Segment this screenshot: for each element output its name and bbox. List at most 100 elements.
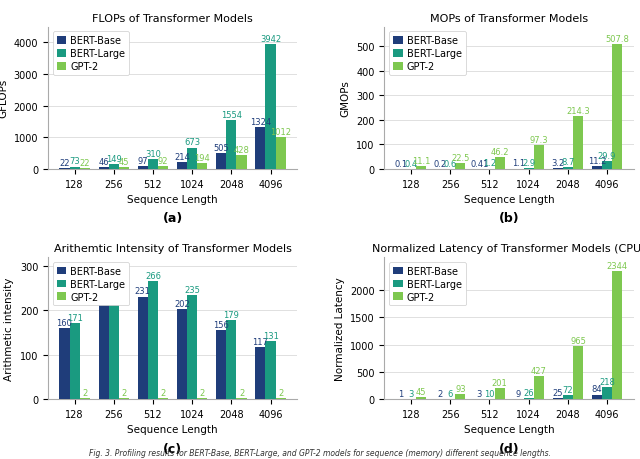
Bar — [255, 128, 266, 169]
Text: 160: 160 — [56, 318, 72, 327]
Text: 505: 505 — [213, 143, 229, 152]
Text: 3942: 3942 — [260, 35, 281, 44]
Bar — [266, 341, 276, 399]
Bar — [237, 398, 246, 399]
Text: 201: 201 — [492, 378, 508, 387]
Text: 26: 26 — [524, 388, 534, 397]
Y-axis label: Normalized Latency: Normalized Latency — [335, 277, 344, 380]
Text: 0.2: 0.2 — [433, 159, 447, 168]
Text: 965: 965 — [570, 336, 586, 346]
Text: 194: 194 — [195, 153, 211, 162]
Bar — [552, 398, 563, 399]
Text: 231: 231 — [135, 287, 151, 296]
Text: 22.5: 22.5 — [451, 154, 470, 163]
Text: 2.9: 2.9 — [522, 159, 535, 168]
Text: 73: 73 — [69, 157, 80, 166]
Text: 235: 235 — [184, 285, 200, 294]
Text: 6: 6 — [447, 389, 453, 398]
Text: (c): (c) — [163, 442, 182, 455]
Bar — [109, 293, 119, 399]
Text: 10: 10 — [484, 389, 495, 397]
Title: Normalized Latency of Transformer Models (CPU): Normalized Latency of Transformer Models… — [372, 244, 640, 254]
Bar — [148, 160, 158, 169]
Title: FLOPs of Transformer Models: FLOPs of Transformer Models — [92, 14, 253, 24]
Text: 202: 202 — [174, 300, 190, 308]
Bar — [455, 164, 465, 169]
Bar — [416, 397, 426, 399]
Bar — [266, 45, 276, 169]
Title: MOPs of Transformer Models: MOPs of Transformer Models — [430, 14, 588, 24]
Bar — [177, 162, 187, 169]
Bar — [197, 163, 207, 169]
Text: 214.3: 214.3 — [566, 107, 590, 116]
Text: 22: 22 — [79, 159, 90, 168]
Bar — [216, 153, 227, 169]
Y-axis label: GFLOPs: GFLOPs — [0, 79, 8, 118]
Text: 22: 22 — [59, 159, 70, 168]
Legend: BERT-Base, BERT-Large, GPT-2: BERT-Base, BERT-Large, GPT-2 — [389, 33, 466, 76]
Bar — [563, 395, 573, 399]
Text: 2: 2 — [437, 389, 443, 398]
Text: 1012: 1012 — [270, 128, 291, 136]
Text: 45: 45 — [119, 158, 129, 167]
Legend: BERT-Base, BERT-Large, GPT-2: BERT-Base, BERT-Large, GPT-2 — [53, 262, 129, 306]
Text: 1324: 1324 — [250, 118, 271, 127]
Legend: BERT-Base, BERT-Large, GPT-2: BERT-Base, BERT-Large, GPT-2 — [53, 33, 129, 76]
Bar — [552, 168, 563, 169]
Text: 0.41: 0.41 — [470, 159, 488, 168]
Bar — [255, 347, 266, 399]
Title: Arithemtic Intensity of Transformer Models: Arithemtic Intensity of Transformer Mode… — [54, 244, 292, 254]
Text: 2: 2 — [161, 388, 166, 397]
Text: 2: 2 — [239, 388, 244, 397]
Text: 179: 179 — [223, 310, 239, 319]
Bar — [119, 398, 129, 399]
Text: (a): (a) — [163, 212, 183, 225]
Bar — [216, 330, 227, 399]
Text: 156: 156 — [213, 320, 229, 329]
Bar — [573, 347, 583, 399]
Text: 428: 428 — [234, 146, 250, 155]
Text: 310: 310 — [145, 150, 161, 158]
Bar — [495, 388, 505, 399]
Bar — [237, 156, 246, 169]
Bar — [158, 398, 168, 399]
Bar — [534, 146, 544, 169]
X-axis label: Sequence Length: Sequence Length — [464, 195, 554, 205]
Bar — [455, 394, 465, 399]
Text: 2: 2 — [200, 388, 205, 397]
Bar — [573, 117, 583, 169]
Bar — [109, 165, 119, 169]
Text: 84: 84 — [591, 385, 602, 394]
Bar — [276, 138, 286, 169]
Text: 673: 673 — [184, 138, 200, 147]
Text: 266: 266 — [145, 271, 161, 280]
Bar — [592, 395, 602, 399]
Text: 214: 214 — [174, 152, 190, 162]
Text: 149: 149 — [106, 155, 122, 163]
Bar — [416, 167, 426, 169]
Bar — [612, 271, 622, 399]
Text: 3: 3 — [408, 389, 413, 398]
Bar — [602, 387, 612, 399]
Text: 3: 3 — [477, 389, 482, 398]
Text: 11.1: 11.1 — [412, 157, 430, 166]
Text: (d): (d) — [499, 442, 519, 455]
Bar — [99, 168, 109, 169]
Bar — [602, 162, 612, 169]
Bar — [187, 148, 197, 169]
Text: 0.1: 0.1 — [394, 159, 408, 168]
Text: 3.2: 3.2 — [551, 158, 564, 168]
Text: 1.2: 1.2 — [483, 159, 496, 168]
Bar — [563, 168, 573, 169]
Legend: BERT-Base, BERT-Large, GPT-2: BERT-Base, BERT-Large, GPT-2 — [389, 262, 466, 306]
Bar — [227, 320, 237, 399]
Text: 25: 25 — [552, 388, 563, 397]
Bar — [227, 120, 237, 169]
Bar — [534, 376, 544, 399]
Text: 11.2: 11.2 — [588, 157, 606, 166]
Bar — [148, 281, 158, 399]
Y-axis label: GMOPs: GMOPs — [340, 80, 351, 117]
Text: 8.7: 8.7 — [561, 157, 575, 166]
Bar — [99, 304, 109, 399]
X-axis label: Sequence Length: Sequence Length — [127, 425, 218, 435]
